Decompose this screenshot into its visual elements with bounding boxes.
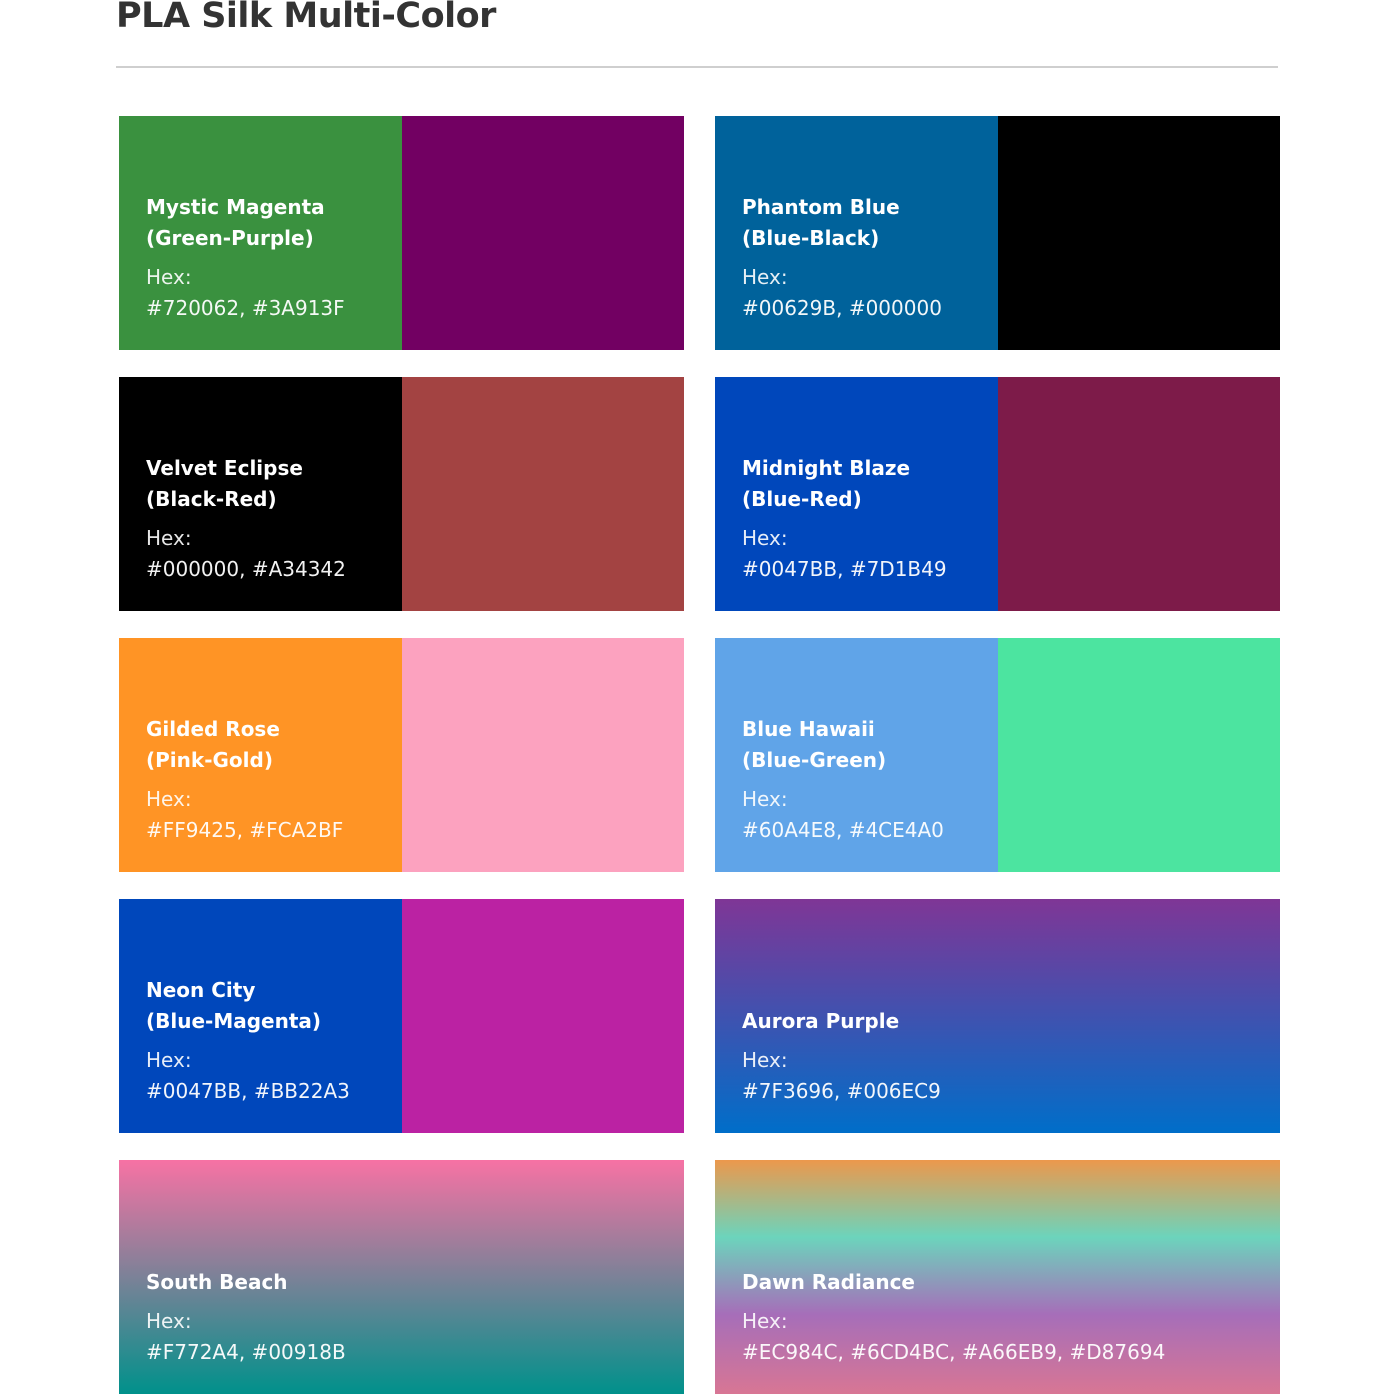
hex-label: Hex: [146,1048,192,1072]
color-subtitle: (Blue-Green) [742,748,887,772]
color-name: Gilded Rose [146,717,280,741]
hex-values: #0047BB, #7D1B49 [742,557,947,581]
color-card: Aurora Purple Hex: #7F3696, #006EC9 [715,899,1280,1133]
hex-values: #720062, #3A913F [146,296,345,320]
color-swatch [401,377,684,611]
color-name: Dawn Radiance [742,1270,915,1294]
card-text: Blue Hawaii (Blue-Green) Hex: #60A4E8, #4CE… [742,714,944,846]
hex-label: Hex: [146,265,192,289]
color-card: Phantom Blue (Blue-Black) Hex: #00629B, #00… [715,116,1280,350]
hex-label: Hex: [742,265,788,289]
hex-label: Hex: [146,1309,192,1333]
color-swatch [119,638,402,872]
color-swatch [401,116,684,350]
hex-values: #FF9425, #FCA2BF [146,818,344,842]
hex-label: Hex: [146,787,192,811]
hex-label: Hex: [742,1048,788,1072]
hex-label: Hex: [742,526,788,550]
color-name: Phantom Blue [742,195,900,219]
color-subtitle: (Green-Purple) [146,226,314,250]
hex-label: Hex: [146,526,192,550]
color-card: Gilded Rose (Pink-Gold) Hex: #FF9425, #FCA2… [119,638,684,872]
hex-label: Hex: [742,787,788,811]
color-subtitle: (Blue-Black) [742,226,880,250]
color-card: Midnight Blaze (Blue-Red) Hex: #0047BB, #7D… [715,377,1280,611]
color-swatch [715,116,998,350]
color-subtitle: (Blue-Magenta) [146,1009,322,1033]
hex-values: #7F3696, #006EC9 [742,1079,941,1103]
color-grid: Mystic Magenta (Green-Purple) Hex: #720062,… [119,116,1280,1394]
hex-values: #EC984C, #6CD4BC, #A66EB9, #D87694 [742,1340,1166,1364]
color-name: Neon City [146,978,256,1002]
gradient-swatch [119,1160,684,1394]
color-swatch [715,377,998,611]
color-name: Velvet Eclipse [146,456,303,480]
card-text: Velvet Eclipse (Black-Red) Hex: #000000, #A… [146,453,346,585]
color-name: Blue Hawaii [742,717,875,741]
gradient-swatch [715,899,1280,1133]
color-swatch [715,638,998,872]
divider [116,66,1278,68]
color-card: Velvet Eclipse (Black-Red) Hex: #000000, #A… [119,377,684,611]
color-swatch [997,638,1280,872]
hex-values: #00629B, #000000 [742,296,942,320]
card-text: Phantom Blue (Blue-Black) Hex: #00629B, #00… [742,192,942,324]
color-card: Dawn Radiance Hex: #EC984C, #6CD4BC, #A66E… [715,1160,1280,1394]
color-name: Midnight Blaze [742,456,911,480]
card-text: Dawn Radiance Hex: #EC984C, #6CD4BC, #A66E… [742,1267,1165,1368]
card-text: Aurora Purple Hex: #7F3696, #006EC9 [742,1006,941,1107]
color-swatch [119,899,402,1133]
hex-values: #60A4E8, #4CE4A0 [742,818,944,842]
color-card: Blue Hawaii (Blue-Green) Hex: #60A4E8, #4CE… [715,638,1280,872]
color-swatch [997,377,1280,611]
card-text: South Beach Hex: #F772A4, #00918B [146,1267,346,1368]
hex-values: #0047BB, #BB22A3 [146,1079,350,1103]
color-subtitle: (Black-Red) [146,487,277,511]
color-card: Neon City (Blue-Magenta) Hex: #0047BB, #BB2… [119,899,684,1133]
color-card: Mystic Magenta (Green-Purple) Hex: #720062,… [119,116,684,350]
page-title: PLA Silk Multi-Color [116,0,496,36]
hex-label: Hex: [742,1309,788,1333]
card-text: Midnight Blaze (Blue-Red) Hex: #0047BB, #7D… [742,453,947,585]
color-card: South Beach Hex: #F772A4, #00918B [119,1160,684,1394]
color-swatch [401,638,684,872]
color-swatch [401,899,684,1133]
hex-values: #000000, #A34342 [146,557,346,581]
card-text: Gilded Rose (Pink-Gold) Hex: #FF9425, #FCA2… [146,714,343,846]
color-subtitle: (Blue-Red) [742,487,862,511]
color-subtitle: (Pink-Gold) [146,748,273,772]
color-name: Mystic Magenta [146,195,325,219]
color-swatch [997,116,1280,350]
color-name: South Beach [146,1270,288,1294]
color-swatch [119,116,402,350]
color-swatch [119,377,402,611]
card-text: Mystic Magenta (Green-Purple) Hex: #720062,… [146,192,345,324]
hex-values: #F772A4, #00918B [146,1340,346,1364]
gradient-swatch [715,1160,1280,1394]
card-text: Neon City (Blue-Magenta) Hex: #0047BB, #BB2… [146,975,350,1107]
color-name: Aurora Purple [742,1009,900,1033]
